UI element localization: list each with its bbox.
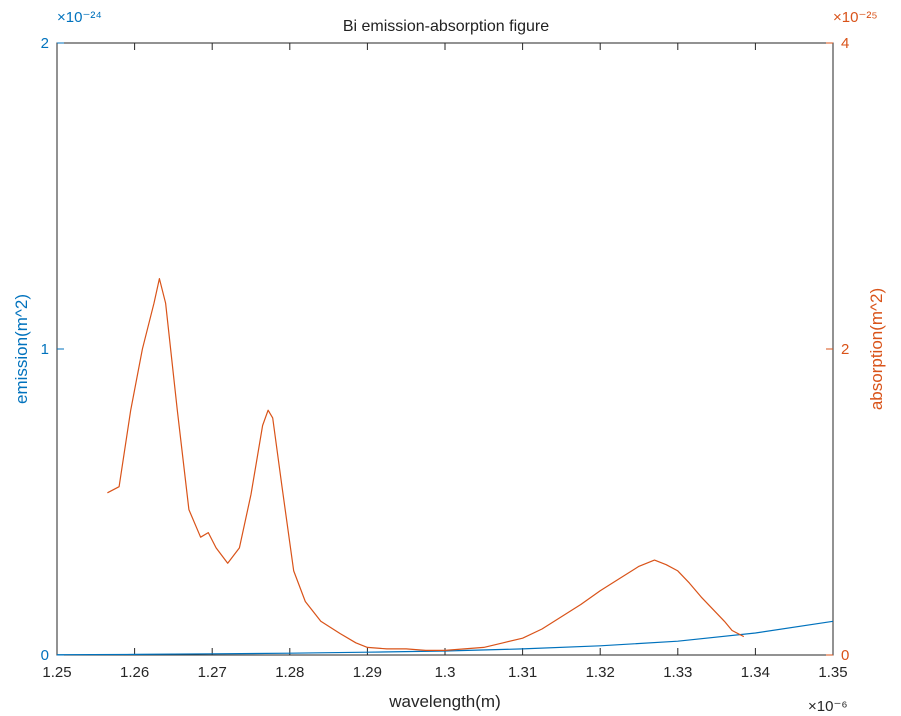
- x-tick-label: 1.27: [198, 664, 227, 681]
- chart-title: Bi emission-absorption figure: [343, 18, 549, 35]
- x-axis: 1.25 1.26 1.27 1.28 1.29 1.3 1.31 1.32 1.33 1.34 1…: [42, 43, 848, 681]
- left-y-tick-label: 2: [41, 35, 49, 52]
- left-y-tick-label: 1: [41, 341, 49, 358]
- x-axis-label: wavelength(m): [388, 692, 501, 711]
- x-axis-exponent: ×10⁻⁶: [808, 698, 848, 715]
- x-tick-label: 1.25: [42, 664, 71, 681]
- x-tick-label: 1.3: [435, 664, 456, 681]
- absorption-series-line: [107, 278, 745, 652]
- right-y-tick-label: 0: [841, 647, 849, 664]
- left-y-axis-exponent: ×10⁻²⁴: [57, 9, 102, 26]
- x-tick-label: 1.26: [120, 664, 149, 681]
- left-y-axis-label: emission(m^2): [12, 294, 31, 404]
- x-tick-label: 1.35: [818, 664, 847, 681]
- right-y-axis-label: absorption(m^2): [867, 288, 886, 410]
- x-tick-label: 1.29: [353, 664, 382, 681]
- right-y-axis-exponent: ×10⁻²⁵: [833, 9, 878, 26]
- x-tick-label: 1.33: [663, 664, 692, 681]
- series-layer: [56, 278, 834, 656]
- right-y-tick-label: 4: [841, 35, 849, 52]
- right-y-tick-label: 2: [841, 341, 849, 358]
- x-tick-label: 1.34: [741, 664, 770, 681]
- x-tick-label: 1.32: [586, 664, 615, 681]
- right-y-axis: 0 2 4: [826, 35, 849, 664]
- x-tick-label: 1.28: [275, 664, 304, 681]
- x-tick-label: 1.31: [508, 664, 537, 681]
- left-y-tick-label: 0: [41, 647, 49, 664]
